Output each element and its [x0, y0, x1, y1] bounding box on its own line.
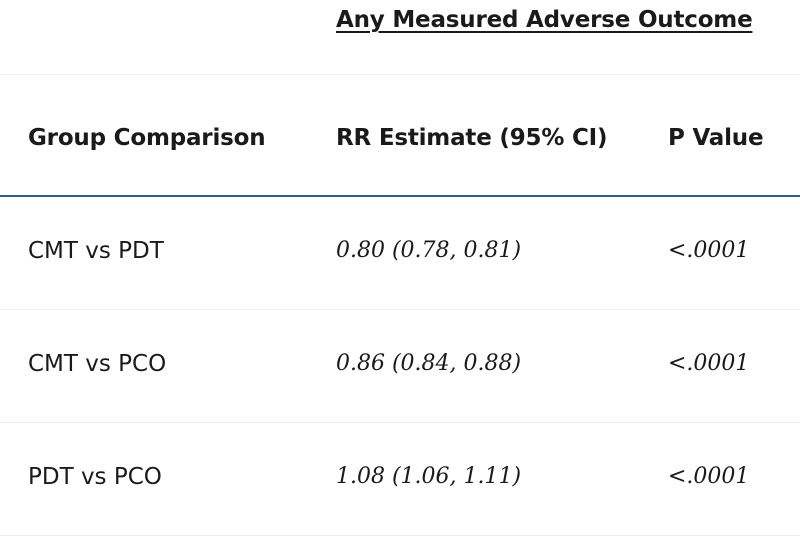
- cell-p-value: <.0001: [668, 351, 750, 376]
- cell-p-value: <.0001: [668, 464, 750, 489]
- cell-rr-estimate: 0.80 (0.78, 0.81): [336, 238, 522, 263]
- cell-comparison: CMT vs PCO: [28, 351, 167, 377]
- cell-rr-estimate: 0.86 (0.84, 0.88): [336, 351, 522, 376]
- column-header-rr-estimate: RR Estimate (95% CI): [336, 125, 608, 151]
- cell-comparison: PDT vs PCO: [28, 464, 162, 490]
- table-row: CMT vs PCO 0.86 (0.84, 0.88) <.0001: [0, 310, 800, 423]
- cell-rr-estimate: 1.08 (1.06, 1.11): [336, 464, 522, 489]
- super-header-row: Any Measured Adverse Outcome: [0, 0, 800, 75]
- table-row: PDT vs PCO 1.08 (1.06, 1.11) <.0001: [0, 423, 800, 536]
- super-header: Any Measured Adverse Outcome: [336, 7, 753, 33]
- column-header-group-comparison: Group Comparison: [28, 125, 266, 151]
- column-header-row: Group Comparison RR Estimate (95% CI) P …: [0, 75, 800, 197]
- table-row: CMT vs PDT 0.80 (0.78, 0.81) <.0001: [0, 197, 800, 310]
- column-header-p-value: P Value: [668, 125, 764, 151]
- cell-p-value: <.0001: [668, 238, 750, 263]
- cell-comparison: CMT vs PDT: [28, 238, 164, 264]
